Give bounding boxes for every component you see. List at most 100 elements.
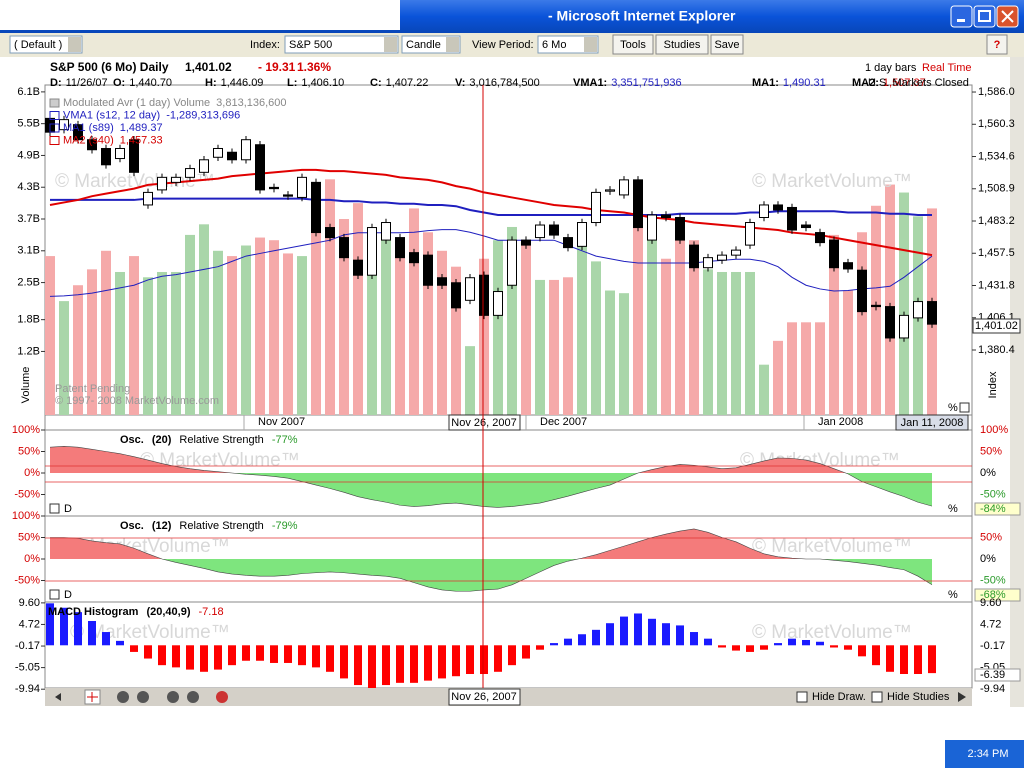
quote-value: 3,016,784,500 [469, 77, 539, 89]
macd-bar [592, 629, 600, 646]
candle-body [437, 277, 447, 286]
macd-bar [508, 645, 516, 666]
legend-value: 1,457.33 [120, 134, 163, 146]
volume-bar [759, 364, 769, 415]
quote-value: 1,446.09 [221, 77, 264, 89]
candle-body [493, 291, 503, 316]
osc-period: (20) [152, 434, 172, 446]
y2-tick-label: 4.9B [17, 149, 40, 161]
quote-value: 11/26/07 [66, 77, 108, 89]
candle-body [353, 259, 363, 276]
percent-toggle: % [948, 402, 958, 414]
macd-bar [186, 645, 194, 670]
macd-bar [564, 638, 572, 646]
macd-tick-label-right: 4.72 [980, 618, 1001, 630]
y-tick-label: 1,457.5 [978, 247, 1015, 259]
zoom-in[interactable] [117, 691, 129, 703]
scroll-down[interactable] [167, 691, 179, 703]
crosshair-date-box [448, 414, 521, 431]
candle-body [647, 214, 657, 241]
help-button[interactable] [986, 34, 1008, 55]
button-label: Studies [664, 39, 701, 51]
maximize-icon [978, 10, 991, 22]
scroll-right[interactable] [958, 692, 966, 702]
volume-bar [395, 250, 405, 415]
macd-bar [620, 616, 628, 646]
zoom-out[interactable] [137, 691, 149, 703]
candle-body [101, 147, 111, 166]
candle-body [633, 179, 643, 229]
macd-bar [550, 643, 558, 646]
maximize-button[interactable] [973, 5, 996, 28]
macd-bar [732, 645, 740, 651]
volume-bar [423, 232, 433, 415]
osc-value: -77% [272, 434, 298, 446]
volume-bar [381, 240, 391, 415]
candle-body [451, 282, 461, 309]
tools-button[interactable] [612, 34, 654, 55]
candle-body [591, 191, 601, 224]
osc-line [49, 446, 933, 508]
studies-button[interactable] [655, 34, 709, 55]
y-axis-title: Index [987, 371, 999, 398]
hide-draw-label: Hide Draw. [812, 691, 866, 703]
quote-label: H: [205, 77, 217, 89]
candle-body [283, 194, 293, 197]
preset-select[interactable] [9, 35, 83, 54]
y-tick-label: 1,560.3 [978, 118, 1015, 130]
osc-checkbox[interactable] [49, 503, 60, 514]
candle-body [745, 222, 755, 246]
candle-body [423, 254, 433, 286]
macd-bar [144, 645, 152, 659]
style-text: Candle [406, 39, 441, 51]
osc-checkbox[interactable] [49, 589, 60, 600]
osc-tick-label: 0% [24, 467, 40, 479]
macd-bar [242, 645, 250, 661]
bars-label: 1 day bars [865, 62, 917, 74]
chart-title: S&P 500 (6 Mo) Daily [50, 60, 169, 74]
macd-bar [690, 632, 698, 646]
macd-bar [844, 645, 852, 650]
scroll-up[interactable] [187, 691, 199, 703]
minimize-button[interactable] [950, 5, 973, 28]
macd-bar [466, 645, 474, 675]
preset-text: ( Default ) [14, 39, 62, 51]
crosshair-date: Nov 26, 2007 [451, 417, 516, 429]
candle-body [73, 124, 83, 141]
percent-checkbox[interactable] [959, 402, 970, 413]
volume-bar [199, 224, 209, 415]
osc-line [50, 528, 933, 592]
macd-bar [200, 645, 208, 672]
osc-check-label: D [64, 503, 72, 515]
stop-button[interactable] [216, 691, 228, 703]
scroll-left[interactable] [55, 693, 61, 701]
save-button[interactable] [710, 34, 744, 55]
candle-body [619, 179, 629, 196]
hide-draw-checkbox[interactable] [796, 691, 808, 703]
hide-studies-checkbox[interactable] [871, 691, 883, 703]
macd-bar [676, 625, 684, 646]
style-select[interactable] [401, 35, 461, 54]
taskbar-tray [945, 740, 1024, 768]
candle-body [185, 168, 195, 178]
candle-body [479, 274, 489, 316]
index-select[interactable] [284, 35, 399, 54]
macd-last: -6.39 [980, 669, 1005, 681]
legend-entry: MA1 (s89) 1,489.37 [63, 122, 163, 134]
period-select[interactable] [537, 35, 599, 54]
osc-tick-label: 50% [18, 445, 40, 457]
y2-tick-label: 2.5B [17, 276, 40, 288]
osc-label: Relative Strength [179, 520, 263, 532]
series-line [50, 197, 932, 216]
candle-body [871, 304, 881, 308]
y2-tick-label: 1.2B [17, 345, 40, 357]
macd-tick-label: -9.94 [15, 683, 40, 695]
osc-tick-label: 100% [12, 424, 40, 436]
volume-bar [311, 200, 321, 415]
scrollbar[interactable] [1010, 57, 1024, 707]
macd-bar [396, 645, 404, 683]
osc-name: Osc. [120, 520, 144, 532]
macd-tick-label: -5.05 [15, 662, 40, 674]
volume-bar [731, 271, 741, 415]
y-tick-label: 1,380.4 [978, 344, 1015, 356]
